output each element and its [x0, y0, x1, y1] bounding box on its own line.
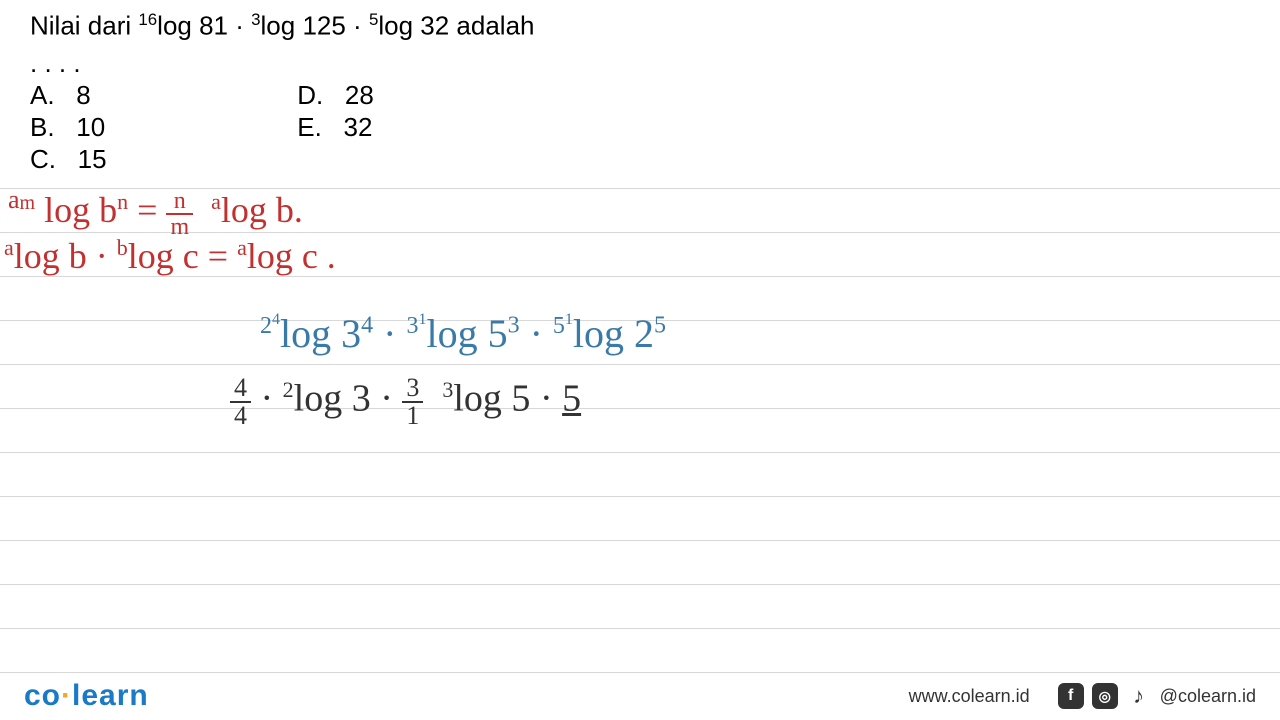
hw-b-s3a: 5: [553, 313, 565, 339]
hw-red-rule2: alog b · blog c = alog c .: [4, 235, 336, 277]
option-b: B. 10: [30, 112, 290, 143]
hw-r2-s2: b: [117, 235, 128, 260]
option-c-val: 15: [78, 144, 107, 174]
q-e3: log 32 adalah: [378, 11, 534, 41]
hw-r2-p3: log c .: [247, 236, 336, 276]
social-handle: @colearn.id: [1160, 686, 1256, 707]
q-sup3: 5: [369, 10, 378, 29]
social-block: f ◎ ♪ @colearn.id: [1058, 683, 1256, 709]
hw-k-d3: ·: [540, 378, 562, 420]
hw-r2-s1: a: [4, 235, 14, 260]
q-sup2: 3: [251, 10, 260, 29]
footer: co·learn www.colearn.id f ◎ ♪ @colearn.i…: [0, 672, 1280, 720]
hw-r1-rhs: log b.: [221, 190, 303, 230]
hw-b-p2: log 5: [426, 311, 507, 356]
instagram-icon: ◎: [1092, 683, 1118, 709]
hw-r1-logb: log b: [44, 190, 117, 230]
option-b-val: 10: [76, 112, 105, 142]
option-d: D. 28: [297, 80, 374, 111]
tiktok-icon: ♪: [1126, 683, 1152, 709]
hw-blue-expr: 24log 34 · 31log 53 · 51log 25: [260, 310, 666, 357]
hw-b-s2a: 3: [406, 313, 418, 339]
q-e1: log 81 ·: [157, 11, 251, 41]
hw-k-d1: ·: [261, 378, 283, 420]
option-c: C. 15: [30, 144, 290, 175]
hw-k-f3: 5: [562, 378, 581, 420]
hw-k-d2: ·: [380, 378, 402, 420]
hw-k-p1: log 3: [294, 378, 371, 420]
hw-r1-eq: =: [137, 190, 166, 230]
hw-b-d2: ·: [530, 311, 553, 356]
logo-learn: learn: [72, 679, 149, 712]
hw-r1-sup-a: a: [8, 185, 20, 214]
question-text: Nilai dari 16log 81 · 3log 125 · 5log 32…: [30, 10, 1250, 42]
q-prefix: Nilai dari: [30, 11, 138, 41]
hw-b-p1: log 3: [280, 311, 361, 356]
hw-b-p3: log 2: [573, 311, 654, 356]
hw-b-e1: 4: [361, 313, 373, 339]
hw-k-f2d: 1: [402, 403, 423, 429]
logo-dot: ·: [61, 679, 72, 712]
hw-r1-sup-n: n: [117, 189, 128, 214]
option-e: E. 32: [297, 112, 372, 143]
footer-url: www.colearn.id: [909, 686, 1030, 707]
hw-r2-p2: log c =: [128, 236, 237, 276]
option-a: A. 8: [30, 80, 290, 111]
hw-k-p2: log 5: [453, 378, 530, 420]
hw-r2-p1: log b ·: [14, 236, 117, 276]
hw-r1-sup-m: m: [20, 192, 36, 214]
option-d-val: 28: [345, 80, 374, 110]
hw-k-f1d: 4: [230, 403, 251, 429]
hw-k-s1: 2: [283, 377, 294, 402]
facebook-icon: f: [1058, 683, 1084, 709]
hw-b-s1b: 4: [272, 311, 280, 328]
q-e2: log 125 ·: [261, 11, 369, 41]
hw-b-s3b: 1: [565, 311, 573, 328]
hw-k-f1n: 4: [230, 375, 251, 403]
option-e-val: 32: [343, 112, 372, 142]
options-block: A. 8 D. 28 B. 10 E. 32 C. 15: [30, 80, 374, 176]
hw-red-rule1: am log bn = nm alog b.: [8, 185, 303, 239]
hw-r1-rhs-sup: a: [211, 189, 221, 214]
hw-k-f2n: 3: [402, 375, 423, 403]
footer-right: www.colearn.id f ◎ ♪ @colearn.id: [909, 683, 1256, 709]
hw-k-s2: 3: [442, 377, 453, 402]
hw-b-s1a: 2: [260, 313, 272, 339]
brand-logo: co·learn: [24, 679, 149, 713]
hw-black-expr: 44 · 2log 3 · 31 3log 5 · 5: [230, 375, 581, 429]
hw-b-e2: 3: [508, 313, 520, 339]
hw-b-d1: ·: [383, 311, 406, 356]
logo-co: co: [24, 679, 61, 712]
question-block: Nilai dari 16log 81 · 3log 125 · 5log 32…: [30, 10, 1250, 85]
hw-b-e3: 5: [654, 313, 666, 339]
option-a-val: 8: [76, 80, 90, 110]
q-sup1: 16: [138, 10, 157, 29]
hw-r2-s3: a: [237, 235, 247, 260]
hw-r1-num: n: [166, 189, 193, 215]
question-dots: . . . .: [30, 48, 1250, 79]
